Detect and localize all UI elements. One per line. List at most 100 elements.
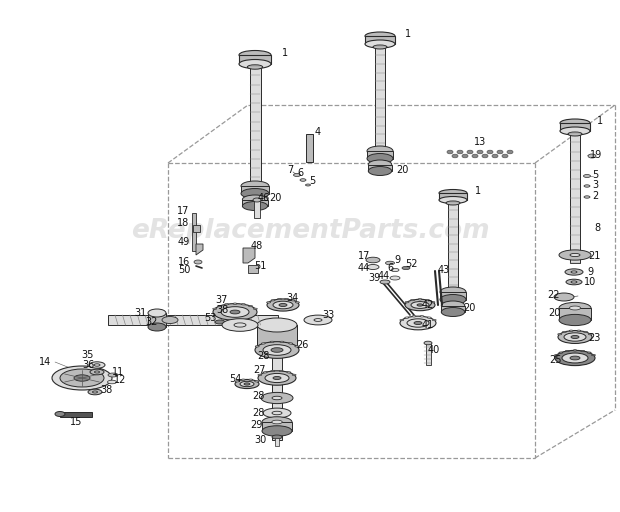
Ellipse shape [262, 426, 292, 436]
Ellipse shape [239, 59, 271, 69]
Text: 36: 36 [82, 360, 94, 370]
Ellipse shape [300, 179, 306, 181]
Ellipse shape [571, 281, 577, 283]
Ellipse shape [108, 373, 118, 377]
Text: 5: 5 [592, 170, 598, 180]
Text: 27: 27 [254, 365, 266, 375]
Ellipse shape [279, 304, 287, 307]
Ellipse shape [497, 150, 503, 154]
Text: 23: 23 [588, 333, 600, 343]
Ellipse shape [273, 376, 281, 379]
Text: 1: 1 [405, 29, 411, 39]
Ellipse shape [405, 300, 435, 311]
Ellipse shape [562, 331, 567, 333]
Text: 44: 44 [358, 263, 370, 273]
Text: 20: 20 [548, 308, 560, 318]
Ellipse shape [420, 315, 424, 317]
Text: 51: 51 [254, 261, 266, 271]
Ellipse shape [417, 304, 423, 306]
Ellipse shape [400, 319, 404, 321]
Ellipse shape [258, 371, 296, 385]
Ellipse shape [255, 380, 259, 382]
Text: 6: 6 [297, 168, 303, 178]
Bar [365, 36, 395, 44]
Text: 22: 22 [547, 290, 560, 300]
Text: 7: 7 [287, 165, 293, 175]
Text: 43: 43 [438, 265, 450, 275]
Text: 17: 17 [177, 206, 189, 216]
Ellipse shape [94, 364, 100, 366]
Bar [254, 200, 260, 218]
Ellipse shape [571, 271, 577, 273]
Ellipse shape [391, 268, 399, 271]
Ellipse shape [446, 201, 460, 205]
Bar [448, 202, 458, 302]
Text: 38: 38 [216, 305, 228, 315]
Ellipse shape [258, 374, 262, 376]
Bar [242, 200, 268, 206]
Ellipse shape [267, 299, 299, 311]
Ellipse shape [462, 154, 468, 158]
Ellipse shape [234, 323, 246, 327]
Ellipse shape [439, 189, 467, 197]
Ellipse shape [425, 300, 430, 301]
Bar [367, 151, 393, 159]
Text: 49: 49 [178, 237, 190, 247]
Ellipse shape [472, 154, 478, 158]
Ellipse shape [477, 150, 483, 154]
Ellipse shape [271, 300, 275, 301]
Ellipse shape [588, 154, 596, 158]
Ellipse shape [289, 343, 293, 344]
Ellipse shape [215, 320, 225, 324]
Ellipse shape [230, 310, 240, 314]
Polygon shape [196, 244, 203, 255]
Bar [192, 213, 196, 251]
Ellipse shape [411, 302, 429, 308]
Ellipse shape [571, 335, 579, 338]
Bar [375, 46, 385, 161]
Ellipse shape [261, 392, 293, 403]
Ellipse shape [569, 306, 580, 310]
Ellipse shape [584, 196, 590, 198]
Bar [306, 134, 313, 162]
Text: 4: 4 [315, 127, 321, 137]
Ellipse shape [487, 150, 493, 154]
Ellipse shape [560, 127, 590, 135]
Ellipse shape [90, 369, 104, 375]
Ellipse shape [410, 300, 415, 301]
Ellipse shape [233, 303, 237, 304]
Text: 26: 26 [296, 340, 308, 350]
Ellipse shape [366, 257, 380, 263]
Text: 37: 37 [216, 295, 228, 305]
Text: 44: 44 [378, 271, 390, 281]
Ellipse shape [148, 309, 166, 317]
Ellipse shape [107, 380, 117, 384]
Ellipse shape [241, 304, 246, 305]
Ellipse shape [241, 188, 269, 199]
Ellipse shape [272, 396, 282, 400]
Ellipse shape [554, 293, 574, 301]
Ellipse shape [367, 146, 393, 156]
Ellipse shape [162, 316, 178, 324]
Bar [148, 313, 166, 327]
Ellipse shape [74, 375, 90, 381]
Text: 20: 20 [396, 165, 408, 175]
Bar [250, 66, 261, 196]
Text: 42: 42 [422, 300, 434, 310]
Text: 25: 25 [549, 355, 561, 365]
Text: 28: 28 [257, 351, 269, 361]
Bar [241, 186, 269, 194]
Text: 12: 12 [114, 375, 126, 385]
Text: 8: 8 [594, 223, 600, 233]
Ellipse shape [554, 354, 559, 356]
Ellipse shape [368, 160, 392, 169]
Ellipse shape [272, 420, 282, 424]
Ellipse shape [440, 287, 466, 297]
Text: 52: 52 [405, 259, 417, 269]
Ellipse shape [270, 341, 274, 343]
Text: 53: 53 [204, 313, 216, 323]
Ellipse shape [368, 166, 392, 176]
Text: 6: 6 [387, 263, 393, 273]
Ellipse shape [441, 308, 465, 316]
Bar [368, 164, 392, 171]
